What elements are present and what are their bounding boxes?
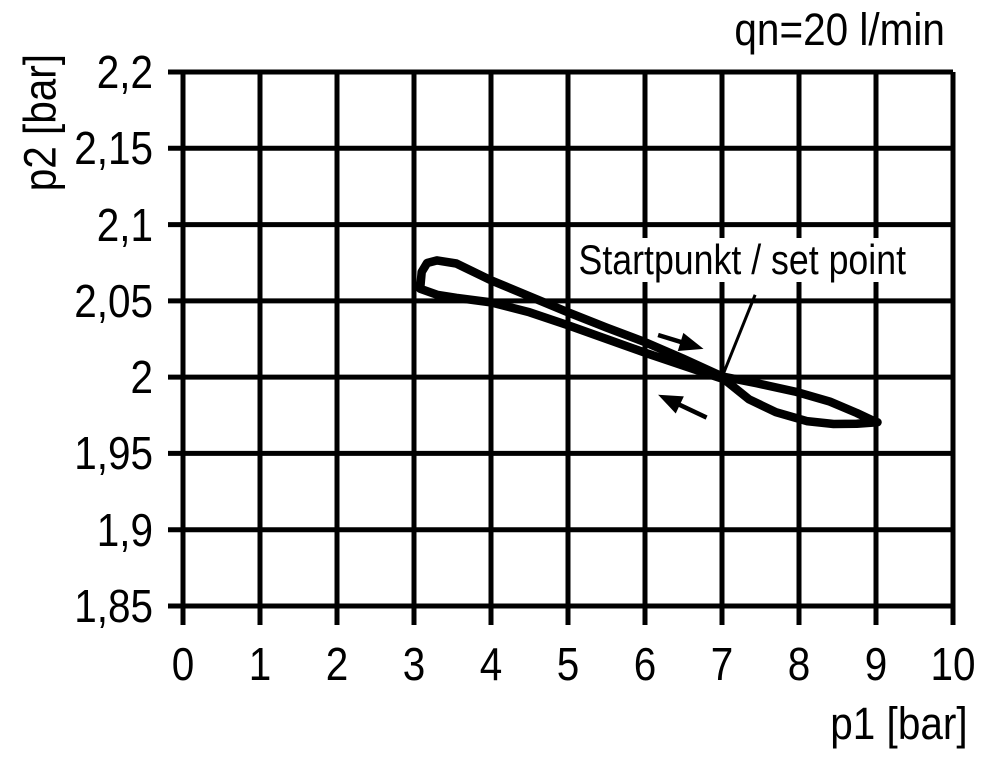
set-point-label: Startpunkt / set point [576, 237, 909, 283]
x-tick-label: 0 [171, 638, 195, 690]
x-tick-label: 10 [930, 638, 976, 690]
x-tick-label: 5 [556, 638, 580, 690]
y-tick-label: 2,1 [96, 198, 153, 251]
direction-arrow-shaft-right [657, 332, 686, 346]
y-tick-label: 2,05 [74, 274, 153, 327]
y-tick-label: 1,95 [74, 427, 153, 480]
y-tick-label: 2 [130, 351, 153, 404]
y-tick-label: 1,85 [74, 580, 153, 632]
x-tick-label: 3 [402, 638, 426, 690]
x-tick-label: 7 [710, 638, 734, 690]
y-tick-label: 2,2 [96, 46, 153, 98]
y-tick-label: 2,15 [74, 122, 153, 175]
y-tick-label: 1,9 [96, 503, 153, 556]
direction-arrow-shaft-left [675, 401, 708, 420]
x-tick-label: 4 [479, 638, 503, 690]
x-tick-label: 1 [248, 638, 272, 690]
x-axis-label: p1 [bar] [830, 698, 968, 749]
hysteresis-curve [415, 256, 882, 429]
direction-arrow-head-left [658, 394, 684, 414]
direction-arrow-head-right [677, 332, 704, 351]
set-point-leader-line [720, 294, 757, 378]
flow-rate-annotation: qn=20 l/min [734, 4, 945, 55]
x-tick-label: 8 [787, 638, 811, 690]
x-tick-label: 6 [633, 638, 657, 690]
x-tick-label: 2 [325, 638, 349, 690]
x-tick-label: 9 [864, 638, 888, 690]
